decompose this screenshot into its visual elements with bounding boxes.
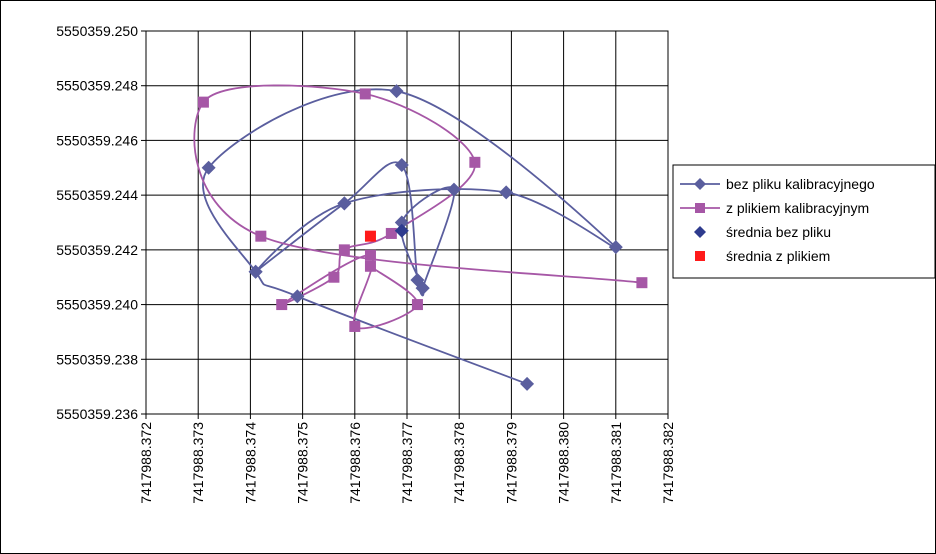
data-point <box>385 227 397 239</box>
y-tick-label: 5550359.238 <box>56 351 138 367</box>
x-tick-label: 7417988.374 <box>242 422 258 504</box>
plot-frame <box>145 30 669 415</box>
x-tick-label: 7417988.376 <box>347 422 363 504</box>
plot-area: 7417988.372 7417988.373 7417988.374 7417988… <box>56 23 676 504</box>
data-point <box>290 289 305 304</box>
data-point <box>276 299 288 311</box>
data-point <box>415 281 430 296</box>
legend-label: średnia z plikiem <box>726 248 830 264</box>
y-tick-label: 5550359.236 <box>56 406 138 422</box>
data-point <box>248 264 263 279</box>
y-tick-label: 5550359.240 <box>56 297 138 313</box>
legend-entry: średnia bez pliku <box>694 224 831 240</box>
x-tick-label: 7417988.380 <box>556 422 572 504</box>
y-tick-label: 5550359.250 <box>56 23 138 39</box>
y-tick-label: 5550359.248 <box>56 78 138 94</box>
data-point <box>394 158 409 173</box>
y-tick-label: 5550359.244 <box>56 187 138 203</box>
legend-marker <box>695 203 705 213</box>
legend-label: z plikiem kalibracyjnym <box>726 200 869 216</box>
legend: bez pliku kalibracyjnego z plikiem kalibr… <box>672 164 936 279</box>
x-tick-label: 7417988.379 <box>503 422 519 504</box>
legend-marker <box>694 226 706 238</box>
data-point <box>446 182 461 197</box>
legend-label: bez pliku kalibracyjnego <box>726 176 875 192</box>
data-point <box>394 215 409 230</box>
data-point <box>394 223 409 238</box>
data-point <box>338 244 350 256</box>
x-tick-label: 7417988.382 <box>660 422 676 504</box>
data-point <box>201 160 216 175</box>
x-tick-label: 7417988.373 <box>190 422 206 504</box>
legend-label: średnia bez pliku <box>726 224 831 240</box>
data-point <box>608 240 623 255</box>
x-tick-label: 7417988.378 <box>451 422 467 504</box>
data-point <box>411 299 423 311</box>
legend-marker <box>694 178 706 190</box>
legend-entry: bez pliku kalibracyjnego <box>680 176 875 192</box>
data-point <box>364 230 376 242</box>
data-point <box>364 249 376 261</box>
data-point <box>469 156 481 168</box>
data-point <box>499 185 514 200</box>
data-point <box>359 88 371 100</box>
y-tick-label: 5550359.246 <box>56 132 138 148</box>
x-tick-label: 7417988.377 <box>399 422 415 504</box>
data-point <box>197 96 209 108</box>
data-point <box>520 376 535 391</box>
x-tick-label: 7417988.372 <box>138 422 154 504</box>
y-tick-label: 5550359.242 <box>56 242 138 258</box>
x-tick-label: 7417988.375 <box>295 422 311 504</box>
data-point <box>255 230 267 242</box>
data-point <box>636 277 648 289</box>
legend-entry: z plikiem kalibracyjnym <box>680 200 869 216</box>
x-tick-label: 7417988.381 <box>608 422 624 504</box>
data-point <box>364 260 376 272</box>
data-point <box>328 271 340 283</box>
data-point <box>337 196 352 211</box>
data-point <box>349 320 361 332</box>
legend-entry: średnia z plikiem <box>695 248 830 264</box>
data-point <box>389 84 404 99</box>
legend-marker <box>695 251 705 261</box>
